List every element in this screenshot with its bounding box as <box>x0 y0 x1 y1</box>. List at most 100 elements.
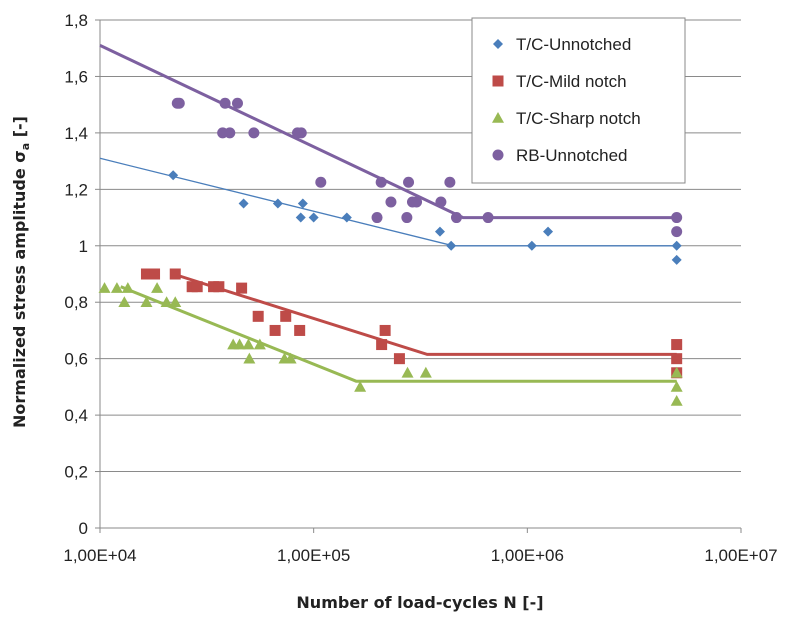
y-tick-label: 1,8 <box>64 11 88 30</box>
data-point-rb-unnotched <box>435 196 447 208</box>
data-point-t-c-mild-notch <box>280 310 292 322</box>
data-point-t-c-mild-notch <box>191 281 203 293</box>
legend-label-t-c-unnotched: T/C-Unnotched <box>516 35 631 54</box>
data-point-t-c-unnotched <box>446 240 457 251</box>
data-point-t-c-unnotched <box>168 170 179 181</box>
fit-line-t-c-sharp-notch <box>120 285 677 383</box>
data-point-t-c-sharp-notch <box>354 380 367 392</box>
data-point-t-c-mild-notch <box>671 339 683 351</box>
data-point-t-c-sharp-notch <box>151 282 164 293</box>
data-point-rb-unnotched <box>248 127 260 139</box>
data-point-t-c-sharp-notch <box>98 282 111 293</box>
y-axis-title-main: Normalized stress amplitude σ <box>10 150 29 428</box>
y-tick-label: 0,4 <box>64 406 88 425</box>
data-point-t-c-unnotched <box>671 254 682 265</box>
fit-line-t-c-mild-notch <box>172 272 677 356</box>
x-tick-label: 1,00E+05 <box>277 546 350 565</box>
data-point-t-c-mild-notch <box>149 268 161 280</box>
y-tick-label: 0,2 <box>64 463 88 482</box>
data-point-rb-unnotched <box>371 212 383 224</box>
data-point-t-c-unnotched <box>238 198 249 209</box>
y-axis-title-tail: [-] <box>10 116 29 143</box>
data-points <box>98 97 683 406</box>
data-point-t-c-mild-notch <box>376 339 388 351</box>
legend-label-rb-unnotched: RB-Unnotched <box>516 146 628 165</box>
y-tick-label: 0 <box>79 519 88 538</box>
data-point-rb-unnotched <box>482 212 494 224</box>
data-point-t-c-unnotched <box>297 198 308 209</box>
data-point-t-c-sharp-notch <box>110 282 123 293</box>
y-tick-label: 1,2 <box>64 180 88 199</box>
data-point-t-c-mild-notch <box>213 281 225 293</box>
x-tick-label: 1,00E+07 <box>704 546 777 565</box>
data-point-t-c-mild-notch <box>169 268 181 280</box>
data-point-rb-unnotched <box>671 226 683 238</box>
data-point-t-c-unnotched <box>295 212 306 223</box>
data-point-t-c-sharp-notch <box>118 296 131 308</box>
data-point-t-c-sharp-notch <box>284 352 297 364</box>
data-point-t-c-mild-notch <box>140 268 152 280</box>
legend-marker-t-c-unnotched <box>493 39 503 49</box>
data-point-rb-unnotched <box>385 196 397 208</box>
data-point-rb-unnotched <box>403 176 415 188</box>
y-axis-title-sub: a <box>19 143 32 150</box>
data-point-t-c-mild-notch <box>252 310 264 322</box>
data-point-rb-unnotched <box>671 212 683 224</box>
data-point-t-c-mild-notch <box>294 324 306 336</box>
gridlines <box>100 19 741 473</box>
data-point-rb-unnotched <box>231 97 243 109</box>
x-axis-title: Number of load-cycles N [-] <box>296 593 543 612</box>
data-point-t-c-sharp-notch <box>160 296 173 308</box>
tick-labels: 0 0,2 0,4 0,6 0,8 1 1,2 1,4 1,6 1,8 1,00E+04 1,00E+… <box>63 11 777 565</box>
data-point-t-c-mild-notch <box>379 324 391 336</box>
data-point-rb-unnotched <box>224 127 236 139</box>
data-point-t-c-sharp-notch <box>253 338 266 350</box>
data-point-t-c-unnotched <box>308 212 319 223</box>
data-point-t-c-mild-notch <box>393 353 405 365</box>
legend: T/C-Unnotched T/C-Mild notch T/C-Sharp not… <box>471 17 686 184</box>
data-point-t-c-sharp-notch <box>670 395 683 406</box>
data-point-rb-unnotched <box>315 176 327 188</box>
data-point-t-c-sharp-notch <box>401 366 414 378</box>
data-point-t-c-unnotched <box>543 226 554 237</box>
data-point-t-c-unnotched <box>272 198 283 209</box>
data-point-rb-unnotched <box>173 97 185 109</box>
data-point-rb-unnotched <box>401 212 413 224</box>
data-point-rb-unnotched <box>219 97 231 109</box>
data-point-rb-unnotched <box>450 212 462 224</box>
legend-marker-t-c-sharp-notch <box>492 112 504 123</box>
data-point-t-c-mild-notch <box>671 353 683 365</box>
legend-label-t-c-mild-notch: T/C-Mild notch <box>516 72 627 91</box>
y-tick-label: 1,6 <box>64 67 88 86</box>
data-point-rb-unnotched <box>444 176 456 188</box>
data-point-t-c-sharp-notch <box>243 352 256 364</box>
x-tick-label: 1,00E+04 <box>63 546 136 565</box>
data-point-rb-unnotched <box>295 127 307 139</box>
data-point-t-c-mild-notch <box>236 282 248 294</box>
data-point-rb-unnotched <box>375 176 387 188</box>
y-axis-title: Normalized stress amplitude σa [-] <box>10 116 32 428</box>
data-point-t-c-mild-notch <box>269 324 281 336</box>
legend-marker-rb-unnotched <box>492 149 504 161</box>
data-point-t-c-unnotched <box>341 212 352 223</box>
data-point-t-c-sharp-notch <box>670 380 683 392</box>
legend-box <box>471 17 686 184</box>
data-point-t-c-sharp-notch <box>233 338 246 350</box>
legend-label-t-c-sharp-notch: T/C-Sharp notch <box>516 109 641 128</box>
y-tick-label: 0,8 <box>64 293 88 312</box>
fit-lines <box>99 44 677 383</box>
y-tick-label: 1,4 <box>64 124 88 143</box>
x-tick-label: 1,00E+06 <box>491 546 564 565</box>
data-point-rb-unnotched <box>411 196 423 208</box>
data-point-t-c-sharp-notch <box>169 296 182 308</box>
data-point-t-c-unnotched <box>671 240 682 251</box>
data-point-t-c-sharp-notch <box>121 282 134 293</box>
data-point-t-c-sharp-notch <box>419 366 432 378</box>
data-point-t-c-sharp-notch <box>242 338 255 350</box>
data-point-t-c-unnotched <box>434 226 445 237</box>
data-point-t-c-unnotched <box>526 240 537 251</box>
y-tick-label: 0,6 <box>64 350 88 369</box>
legend-marker-t-c-mild-notch <box>492 75 504 87</box>
data-point-t-c-sharp-notch <box>670 366 683 378</box>
